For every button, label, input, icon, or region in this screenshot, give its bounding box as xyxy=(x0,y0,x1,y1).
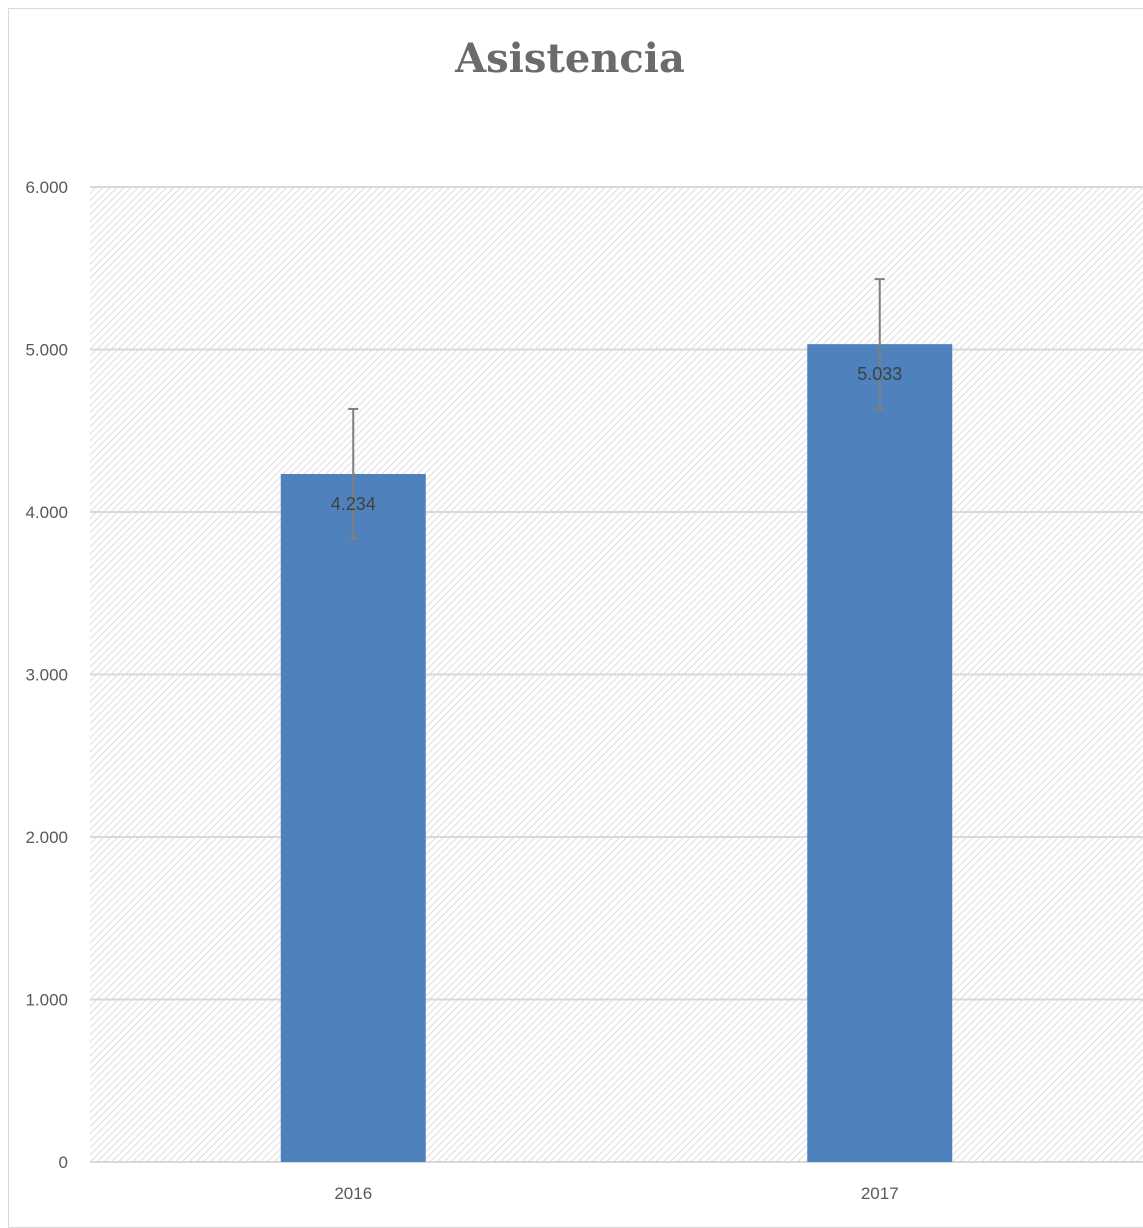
y-tick-label: 3.000 xyxy=(25,666,68,685)
chart-title: Asistencia xyxy=(454,35,685,82)
x-tick-label: 2017 xyxy=(861,1184,899,1203)
data-labels: 4.234 5.033 xyxy=(331,364,903,514)
y-tick-label: 4.000 xyxy=(25,503,68,522)
error-bar xyxy=(348,407,359,540)
data-label: 4.234 xyxy=(331,494,376,514)
y-tick-label: 6.000 xyxy=(25,178,68,197)
bar xyxy=(280,473,426,1163)
y-tick-label: 5.000 xyxy=(25,341,68,360)
bars xyxy=(280,344,953,1163)
gridlines xyxy=(90,186,1143,1163)
bar xyxy=(807,344,953,1162)
y-axis-tick-labels: 0 1.000 2.000 3.000 4.000 5.000 6.000 xyxy=(25,178,68,1172)
x-axis-tick-labels: 2016 2017 xyxy=(334,1184,898,1203)
y-tick-label: 1.000 xyxy=(25,991,68,1010)
data-label: 5.033 xyxy=(857,364,902,384)
error-bar xyxy=(874,278,885,411)
y-tick-label: 0 xyxy=(59,1153,68,1172)
error-bars xyxy=(348,278,885,540)
y-tick-label: 2.000 xyxy=(25,828,68,847)
x-tick-label: 2016 xyxy=(334,1184,372,1203)
